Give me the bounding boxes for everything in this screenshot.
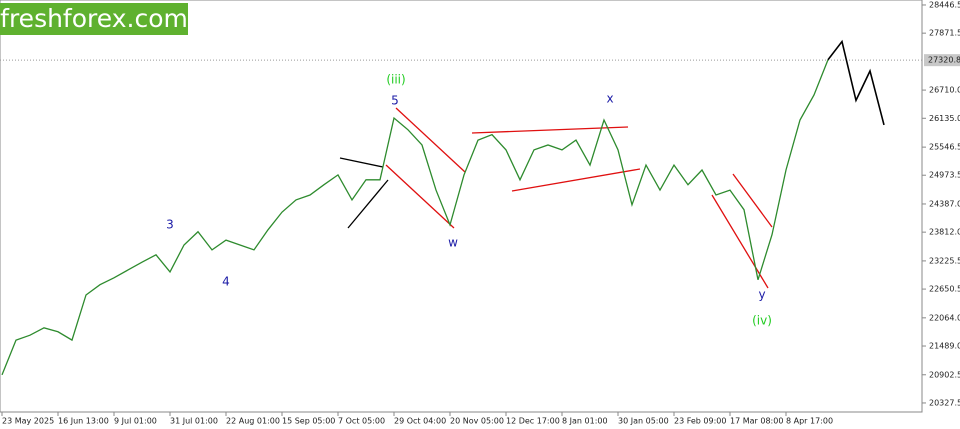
watermark-box bbox=[0, 3, 188, 35]
x-tick-label: 12 Dec 17:00 bbox=[506, 417, 560, 426]
y-tick-label: 20902.5 bbox=[929, 370, 960, 379]
x-tick-label: 15 Sep 05:00 bbox=[282, 417, 335, 426]
y-tick-label: 21489.0 bbox=[929, 342, 960, 351]
x-tick-label: 29 Oct 04:00 bbox=[394, 417, 446, 426]
x-tick-label: 16 Jun 13:00 bbox=[58, 417, 109, 426]
x-tick-label: 17 Mar 08:00 bbox=[730, 417, 783, 426]
trend-line bbox=[395, 107, 466, 173]
x-tick-label: 8 Jan 01:00 bbox=[562, 417, 608, 426]
y-tick-label: 24387.0 bbox=[929, 199, 960, 208]
y-tick-label: 20327.5 bbox=[929, 398, 960, 407]
trend-line bbox=[339, 157, 384, 168]
x-tick-label: 23 May 2025 bbox=[2, 417, 54, 426]
y-tick-label: 22064.0 bbox=[929, 313, 960, 322]
trend-line bbox=[385, 164, 455, 229]
trend-line bbox=[511, 168, 641, 192]
wave-label: 3 bbox=[166, 218, 174, 232]
current-price-label: 27320.8 bbox=[928, 56, 960, 65]
wave-label: (iv) bbox=[752, 314, 772, 328]
watermark: freshforex.com bbox=[0, 4, 188, 33]
trend-line bbox=[711, 194, 769, 289]
plot-area bbox=[0, 0, 923, 413]
wave-label: 5 bbox=[391, 94, 399, 108]
y-tick-label: 26710.0 bbox=[929, 86, 960, 95]
x-tick-label: 8 Apr 17:00 bbox=[786, 417, 833, 426]
x-tick-label: 30 Jan 05:00 bbox=[618, 417, 669, 426]
y-tick-label: 22650.5 bbox=[929, 285, 960, 294]
price-line bbox=[1, 59, 829, 376]
wave-label: y bbox=[758, 288, 765, 302]
y-tick-label: 23225.5 bbox=[929, 256, 960, 265]
y-tick-label: 24973.5 bbox=[929, 171, 960, 180]
price-line bbox=[827, 39, 885, 126]
y-tick-label: 23812.0 bbox=[929, 228, 960, 237]
y-tick-label: 25546.5 bbox=[929, 143, 960, 152]
wave-label: 4 bbox=[222, 275, 230, 289]
x-tick-label: 9 Jul 01:00 bbox=[114, 417, 157, 426]
trend-line bbox=[347, 179, 389, 229]
trend-line bbox=[732, 173, 773, 228]
x-tick-label: 7 Oct 05:00 bbox=[338, 417, 385, 426]
y-tick-label: 26135.0 bbox=[929, 114, 960, 123]
wave-label: w bbox=[448, 236, 458, 250]
x-tick-label: 22 Aug 01:00 bbox=[226, 417, 280, 426]
x-tick-label: 20 Nov 05:00 bbox=[450, 417, 504, 426]
wave-label: x bbox=[606, 92, 613, 106]
current-price-box bbox=[924, 54, 960, 67]
y-tick-label: 28446.5 bbox=[929, 0, 960, 9]
y-tick-label: 27871.5 bbox=[929, 29, 960, 38]
x-tick-label: 31 Jul 01:00 bbox=[170, 417, 218, 426]
trend-lines bbox=[339, 107, 773, 289]
wave-label: (iii) bbox=[386, 73, 405, 87]
x-tick-label: 23 Feb 09:00 bbox=[674, 417, 726, 426]
